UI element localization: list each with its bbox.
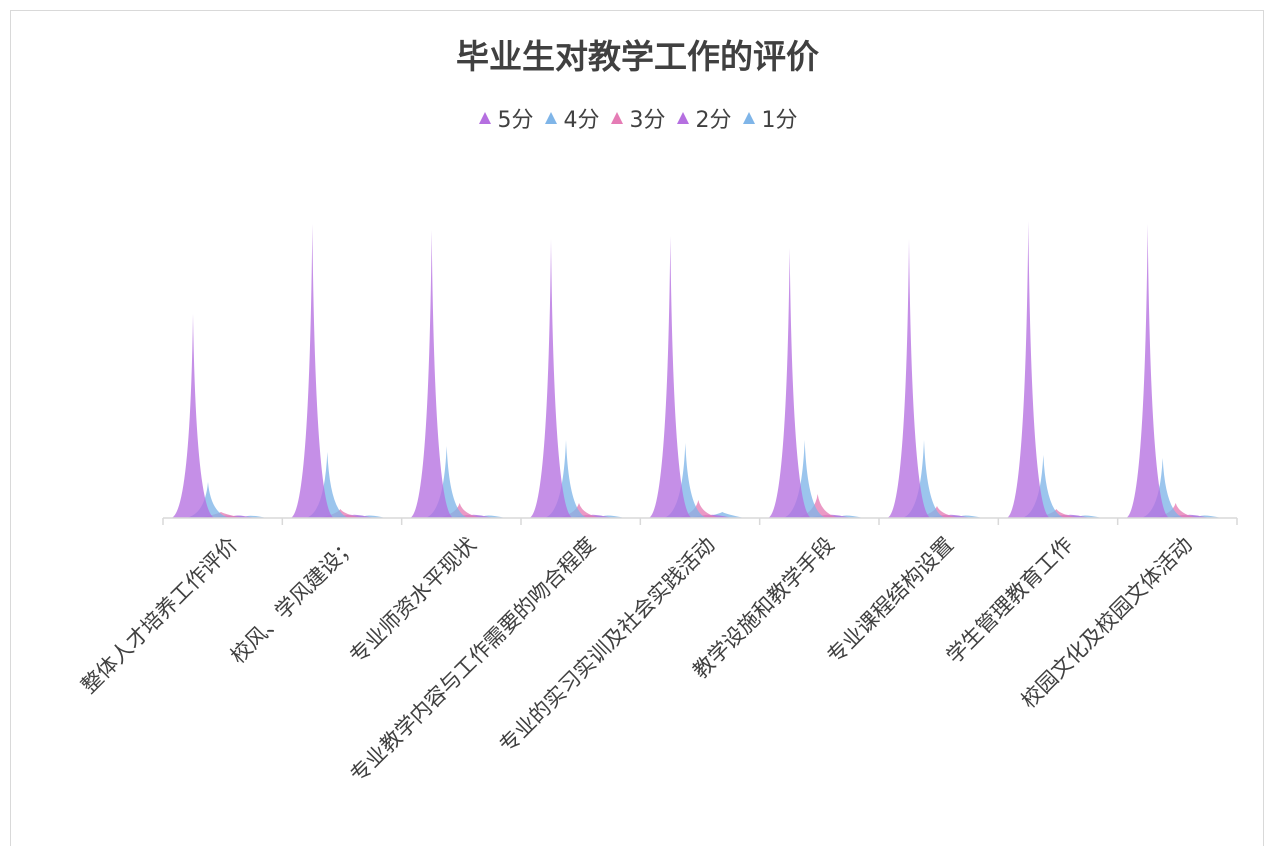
x-tick-label: 专业课程结构设置 [822,533,958,669]
spike-mark[interactable] [1153,503,1198,518]
legend-marker-icon [544,112,557,124]
legend-item-3[interactable]: 3分 [610,102,666,134]
spike-mark[interactable] [782,440,827,518]
x-tick-label: 校风、学风建设； [226,533,362,669]
legend-label: 5分 [497,108,534,133]
chart-frame [10,10,1264,846]
legend-marker-icon [610,112,623,124]
x-tick-label: 专业教学内容与工作需要的吻合程度 [346,533,601,788]
spike-mark[interactable] [1140,458,1185,518]
spike-mark[interactable] [767,248,812,518]
legend-marker-icon [676,112,689,124]
legend-label: 1分 [761,108,798,133]
spike-mark[interactable] [186,482,230,518]
spike-mark[interactable] [557,503,601,518]
spike-mark[interactable] [676,500,721,518]
spike-mark[interactable] [305,452,350,518]
spike-mark[interactable] [1021,455,1066,518]
spike-mark[interactable] [409,230,454,518]
legend-item-2[interactable]: 4分 [544,102,600,134]
x-tick-label: 整体人才培养工作评价 [77,533,242,698]
legend-item-1[interactable]: 5分 [478,102,534,134]
spike-mark[interactable] [544,440,588,518]
spike-mark[interactable] [887,239,931,518]
spike-mark[interactable] [1125,224,1170,518]
legend-marker-icon [742,112,755,124]
legend-marker-icon [478,112,491,124]
x-tick-label: 专业师资水平现状 [345,533,481,669]
spike-mark[interactable] [663,443,708,518]
spike-mark[interactable] [1006,221,1051,518]
spike-mark[interactable] [529,239,573,518]
chart-title: 毕业生对教学工作的评价 [456,37,819,76]
spike-mark[interactable] [902,440,946,518]
legend-label: 4分 [563,108,600,133]
spike-mark[interactable] [795,494,840,518]
x-tick-label: 学生管理教育工作 [942,533,1078,669]
spike-mark[interactable] [437,503,482,518]
spike-mark[interactable] [290,224,335,518]
x-tick-label: 专业的实习实训及社会实践活动 [495,533,720,758]
legend-label: 3分 [629,108,666,133]
legend: 5分 4分 3分 2分 1分 [0,102,1275,134]
spike-mark[interactable] [424,446,469,518]
legend-item-4[interactable]: 2分 [676,102,732,134]
legend-label: 2分 [695,108,732,133]
spike-mark[interactable] [171,314,215,518]
spike-mark[interactable] [648,236,693,518]
legend-item-5[interactable]: 1分 [742,102,798,134]
